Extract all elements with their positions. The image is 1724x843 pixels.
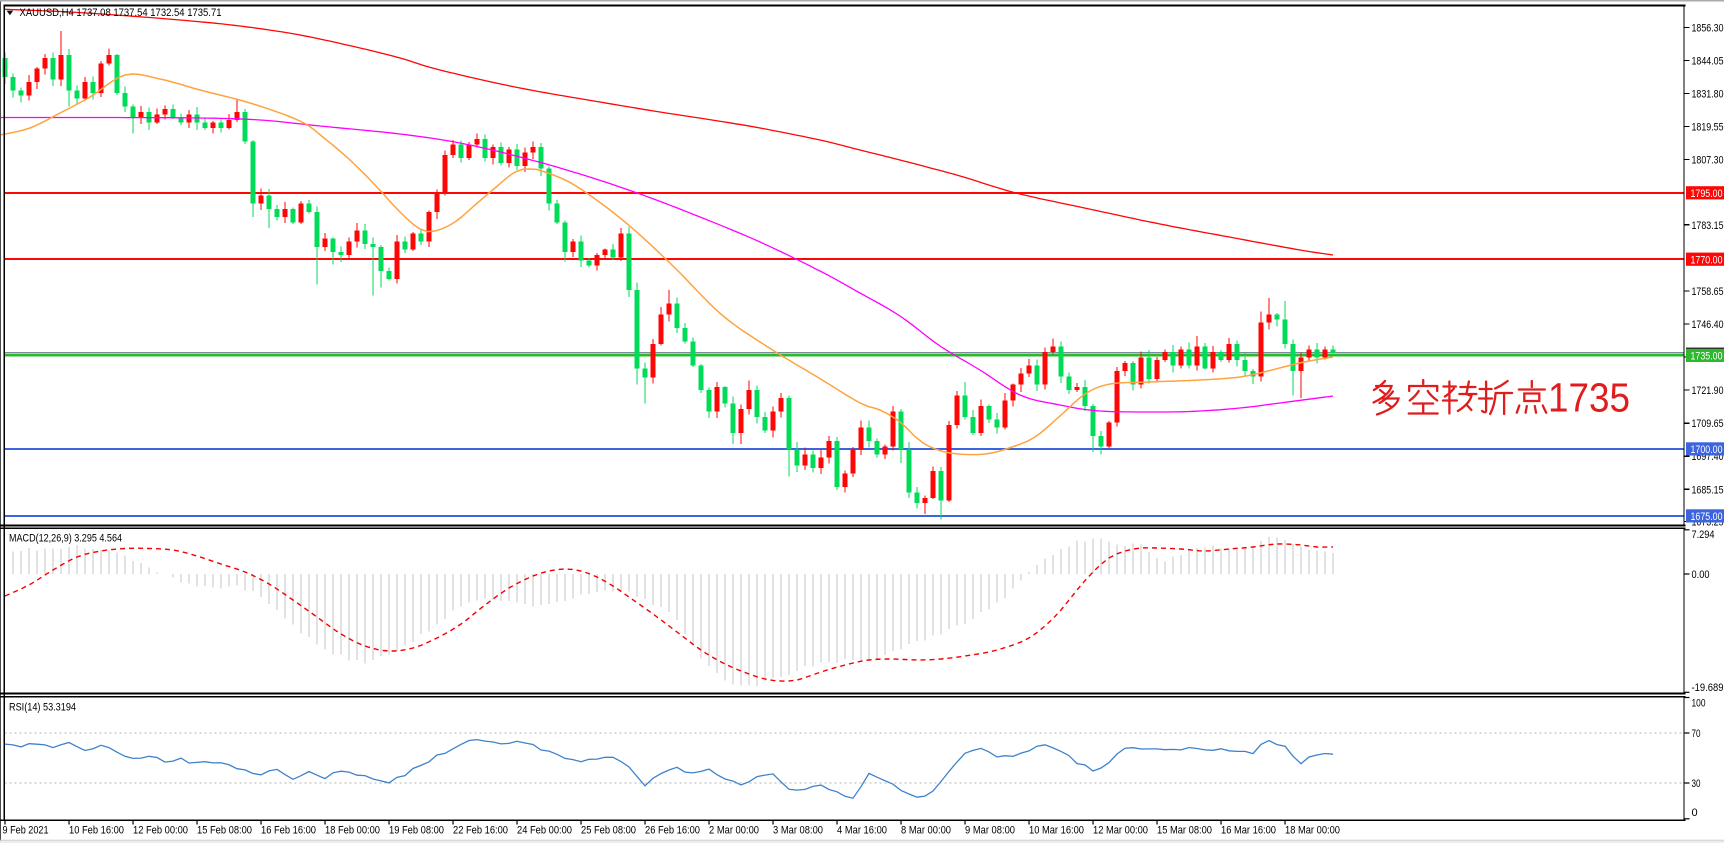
svg-text:16 Mar 16:00: 16 Mar 16:00 — [1221, 825, 1276, 837]
svg-text:1685.15: 1685.15 — [1692, 484, 1724, 496]
svg-text:26 Feb 16:00: 26 Feb 16:00 — [645, 825, 700, 837]
svg-text:12 Feb 00:00: 12 Feb 00:00 — [133, 825, 188, 837]
svg-text:8 Mar 00:00: 8 Mar 00:00 — [901, 825, 951, 837]
svg-text:1844.05: 1844.05 — [1692, 55, 1724, 67]
svg-text:15 Mar 08:00: 15 Mar 08:00 — [1157, 825, 1212, 837]
svg-text:9 Feb 2021: 9 Feb 2021 — [3, 825, 49, 837]
svg-text:4 Mar 16:00: 4 Mar 16:00 — [837, 825, 887, 837]
svg-text:1856.30: 1856.30 — [1692, 22, 1724, 34]
svg-text:22 Feb 16:00: 22 Feb 16:00 — [453, 825, 508, 837]
svg-text:1675.00: 1675.00 — [1691, 511, 1723, 523]
svg-text:24 Feb 00:00: 24 Feb 00:00 — [517, 825, 572, 837]
svg-text:10 Mar 16:00: 10 Mar 16:00 — [1029, 825, 1084, 837]
svg-text:2 Mar 00:00: 2 Mar 00:00 — [709, 825, 759, 837]
svg-text:1700.00: 1700.00 — [1691, 444, 1723, 456]
svg-text:1721.90: 1721.90 — [1692, 385, 1724, 397]
svg-text:1807.30: 1807.30 — [1692, 155, 1724, 167]
svg-text:3 Mar 08:00: 3 Mar 08:00 — [773, 825, 823, 837]
svg-text:18 Mar 00:00: 18 Mar 00:00 — [1285, 825, 1340, 837]
svg-text:RSI(14) 53.3194: RSI(14) 53.3194 — [9, 702, 76, 714]
svg-text:18 Feb 00:00: 18 Feb 00:00 — [325, 825, 380, 837]
svg-text:1795.00: 1795.00 — [1691, 188, 1723, 200]
svg-text:1735: 1735 — [1548, 375, 1630, 421]
svg-text:0.00: 0.00 — [1692, 569, 1710, 581]
svg-text:-19.689: -19.689 — [1692, 682, 1724, 694]
svg-text:19 Feb 08:00: 19 Feb 08:00 — [389, 825, 444, 837]
svg-text:25 Feb 08:00: 25 Feb 08:00 — [581, 825, 636, 837]
svg-text:0: 0 — [1692, 807, 1698, 819]
svg-text:100: 100 — [1692, 698, 1706, 710]
svg-text:1770.00: 1770.00 — [1691, 254, 1723, 266]
svg-text:30: 30 — [1692, 778, 1701, 790]
svg-text:1831.80: 1831.80 — [1692, 89, 1724, 101]
svg-text:1783.15: 1783.15 — [1692, 220, 1724, 232]
svg-text:1735.00: 1735.00 — [1691, 351, 1723, 363]
svg-text:10 Feb 16:00: 10 Feb 16:00 — [69, 825, 124, 837]
svg-text:7.294: 7.294 — [1692, 529, 1715, 541]
svg-text:12 Mar 00:00: 12 Mar 00:00 — [1093, 825, 1148, 837]
svg-text:MACD(12,26,9) 3.295 4.564: MACD(12,26,9) 3.295 4.564 — [9, 533, 122, 545]
svg-text:9 Mar 08:00: 9 Mar 08:00 — [965, 825, 1015, 837]
svg-text:1709.65: 1709.65 — [1692, 418, 1724, 430]
svg-text:16 Feb 16:00: 16 Feb 16:00 — [261, 825, 316, 837]
svg-text:XAUUSD,H4 1737.08 1737.54 173: XAUUSD,H4 1737.08 1737.54 1732.54 1735.7… — [20, 7, 222, 19]
svg-text:70: 70 — [1692, 728, 1701, 740]
svg-text:15 Feb 08:00: 15 Feb 08:00 — [197, 825, 252, 837]
svg-text:1758.65: 1758.65 — [1692, 286, 1724, 298]
svg-text:1819.55: 1819.55 — [1692, 122, 1724, 134]
svg-text:1746.40: 1746.40 — [1692, 319, 1724, 331]
